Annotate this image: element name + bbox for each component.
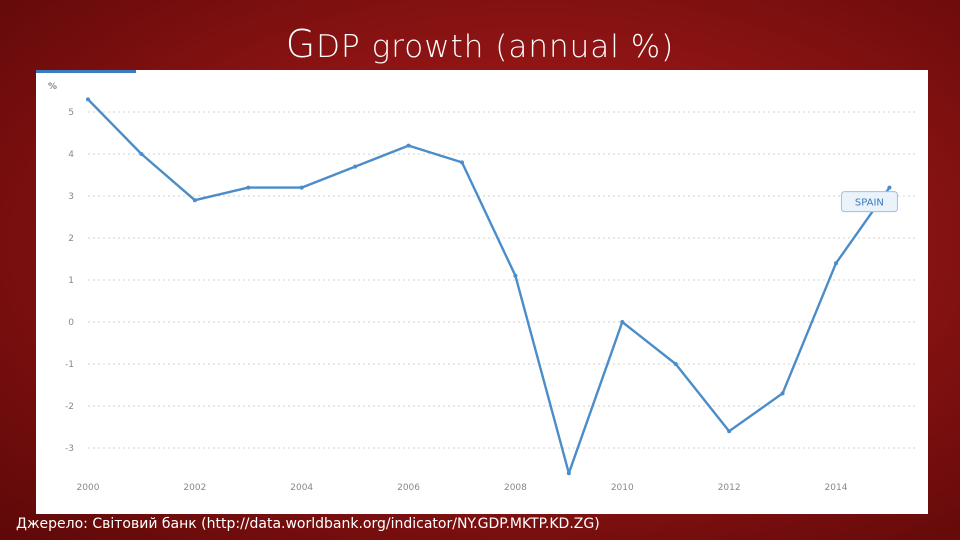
gdp-growth-chart: % 5 4 3 2 1 0 -1 -2 -3 2000 2002 2004 2006 2008 2010 201…: [48, 82, 916, 493]
y-tick-label: 1: [68, 276, 74, 286]
data-point: [887, 185, 892, 190]
data-point: [246, 185, 251, 190]
y-tick-label: -3: [65, 444, 74, 454]
y-axis-unit-label: %: [48, 82, 57, 92]
y-tick-label: -1: [65, 360, 74, 370]
x-tick-label: 2010: [611, 483, 634, 493]
data-point: [460, 160, 464, 165]
series-line-spain: [87, 98, 891, 475]
data-point: [620, 320, 625, 324]
y-tick-label: 4: [68, 150, 74, 160]
y-tick-label: 0: [68, 318, 74, 328]
slide-title-rest: DP growth (annual %): [316, 29, 675, 65]
slide-title-initial: G: [285, 22, 317, 66]
y-tick-label: 5: [68, 108, 74, 118]
x-tick-label: 2014: [825, 483, 848, 493]
series-label-box: [840, 191, 898, 213]
chart-panel: % 5 4 3 2 1 0 -1 -2 -3 2000 2002 2004 2006 2008 2010 201…: [36, 70, 928, 514]
data-point: [192, 198, 197, 203]
x-tick-label: 2002: [183, 483, 206, 493]
data-point: [299, 185, 304, 190]
data-point: [513, 273, 518, 278]
x-tick-label: 2008: [504, 483, 527, 493]
data-point: [566, 471, 571, 476]
y-tick-label: 2: [68, 234, 74, 244]
y-tick-label: -2: [65, 402, 74, 412]
data-point: [406, 143, 411, 148]
slide-title: GDP growth (annual %): [0, 22, 960, 66]
data-point: [834, 261, 838, 266]
series-label-spain: SPAIN: [855, 198, 884, 209]
data-point: [727, 429, 732, 434]
x-tick-label: 2012: [718, 483, 741, 493]
data-point: [780, 391, 785, 396]
data-point: [139, 152, 144, 156]
y-tick-label: 3: [68, 192, 74, 202]
source-note: Джерело: Світовий банк (http://data.worl…: [16, 516, 600, 532]
x-tick-label: 2004: [290, 483, 313, 493]
data-point: [353, 164, 358, 169]
data-point: [673, 362, 678, 366]
x-tick-label: 2006: [397, 483, 420, 493]
x-tick-label: 2000: [77, 483, 100, 493]
chart-accent-bar: [36, 70, 136, 73]
data-point: [86, 97, 90, 102]
